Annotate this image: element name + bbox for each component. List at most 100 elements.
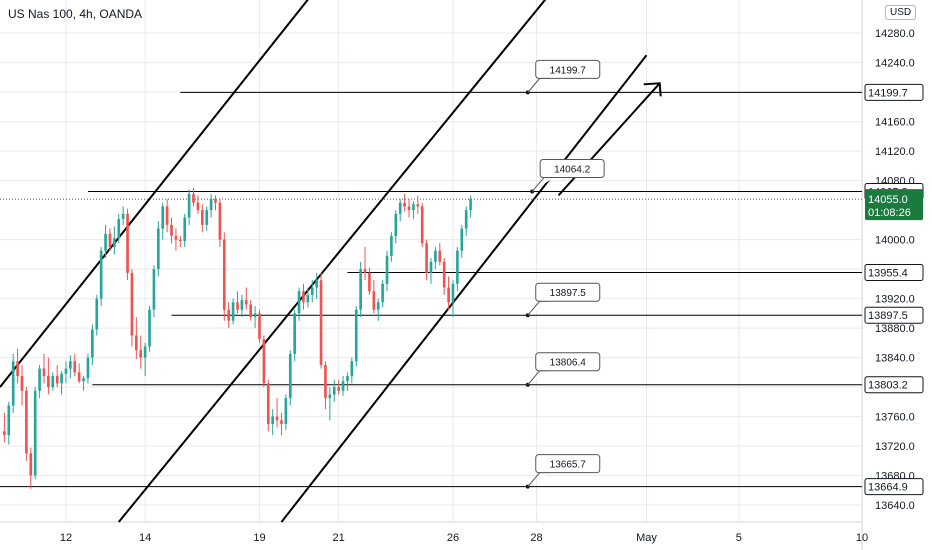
x-tick-label: 26 bbox=[447, 532, 459, 544]
candle-body bbox=[275, 416, 279, 421]
level-price-badge-label: 13664.9 bbox=[868, 482, 908, 494]
candle-body bbox=[390, 235, 393, 256]
candle-body bbox=[91, 329, 94, 358]
candle-body bbox=[253, 313, 257, 318]
candle-body bbox=[266, 383, 270, 424]
candle-body bbox=[130, 272, 134, 336]
candle-body bbox=[33, 390, 37, 476]
candle-body bbox=[178, 239, 182, 242]
y-tick-label: 13840.0 bbox=[875, 353, 915, 365]
candle-body bbox=[113, 238, 116, 247]
level-price-badge-label: 13955.4 bbox=[868, 268, 908, 280]
horizontal-levels[interactable] bbox=[0, 91, 862, 488]
candle-body bbox=[429, 261, 433, 273]
candle-body bbox=[381, 283, 384, 303]
candle-body bbox=[319, 280, 323, 365]
candle-body bbox=[451, 283, 455, 303]
candle-body bbox=[126, 213, 129, 273]
candle-body bbox=[231, 302, 235, 321]
candle-body bbox=[29, 453, 33, 476]
candle-body bbox=[139, 350, 143, 358]
callout-label: 14064.2 bbox=[554, 164, 591, 175]
candle-body bbox=[288, 353, 292, 399]
candle-body bbox=[460, 228, 464, 251]
x-tick-label: 21 bbox=[333, 532, 345, 544]
candle-body bbox=[315, 280, 318, 288]
callout-box bbox=[535, 352, 601, 372]
candle-body bbox=[200, 210, 204, 225]
candle-body bbox=[350, 361, 354, 377]
candle-body bbox=[280, 420, 283, 424]
candle-body bbox=[297, 291, 301, 314]
y-tick-label: 13640.0 bbox=[875, 500, 915, 512]
candle-body bbox=[341, 381, 345, 391]
callout-pointer bbox=[527, 300, 550, 316]
candle-body bbox=[328, 394, 332, 399]
channel-line bbox=[0, 0, 309, 388]
candle-body bbox=[64, 368, 68, 374]
callout-pointer bbox=[527, 77, 550, 93]
callout-label: 14199.7 bbox=[550, 65, 587, 76]
y-tick-label: 13920.0 bbox=[875, 294, 915, 306]
candle-body bbox=[403, 202, 406, 207]
y-axis[interactable]: 14280.014240.014200.014160.014120.014080… bbox=[864, 28, 924, 512]
y-tick-label: 13760.0 bbox=[875, 412, 915, 424]
candle-body bbox=[337, 387, 340, 391]
candle-body bbox=[394, 213, 398, 236]
candle-body bbox=[332, 387, 336, 395]
candle-body bbox=[310, 287, 314, 295]
candle-body bbox=[284, 398, 288, 424]
candle-body bbox=[416, 204, 420, 207]
candle-body bbox=[359, 269, 362, 310]
candle-body bbox=[372, 291, 376, 310]
x-tick-label: May bbox=[636, 532, 657, 544]
candle-body bbox=[236, 302, 239, 310]
price-callouts[interactable]: 14199.7 14064.2 13897.5 13806.4 13665.7 bbox=[525, 59, 605, 489]
candle-body bbox=[456, 250, 459, 284]
callout-label: 13897.5 bbox=[550, 288, 587, 299]
candle-body bbox=[135, 335, 138, 351]
candle-body bbox=[16, 361, 19, 377]
candle-body bbox=[398, 202, 402, 214]
y-tick-label: 14160.0 bbox=[875, 117, 915, 129]
callout-pointer bbox=[531, 176, 555, 192]
candle-body bbox=[469, 199, 472, 211]
candle-body bbox=[183, 217, 187, 242]
candle-body bbox=[407, 206, 411, 211]
callout-label: 13665.7 bbox=[550, 460, 587, 471]
callout-box bbox=[539, 158, 605, 178]
callout-box bbox=[535, 59, 601, 79]
candle-body bbox=[99, 250, 103, 299]
candle-body bbox=[11, 361, 15, 406]
candlestick-series bbox=[3, 188, 472, 489]
callout-label: 13806.4 bbox=[550, 358, 587, 369]
candle-body bbox=[442, 261, 446, 288]
bar-countdown: 01:08:26 bbox=[868, 207, 911, 219]
candle-body bbox=[420, 206, 424, 244]
candle-body bbox=[324, 364, 327, 399]
currency-button[interactable]: USD bbox=[885, 5, 917, 20]
candle-body bbox=[249, 304, 253, 318]
channel-line bbox=[280, 54, 648, 523]
x-tick-label: 12 bbox=[60, 532, 72, 544]
candle-body bbox=[306, 294, 310, 303]
candle-body bbox=[152, 269, 156, 310]
candle-body bbox=[157, 228, 160, 270]
y-tick-label: 14280.0 bbox=[875, 28, 915, 40]
level-price-badge bbox=[864, 306, 924, 324]
candle-body bbox=[425, 243, 428, 273]
chart-grid bbox=[0, 0, 863, 550]
x-axis: 12 14 19 21 26 28 May 5 10 bbox=[60, 532, 868, 544]
candle-body bbox=[148, 309, 151, 347]
candle-body bbox=[161, 206, 165, 229]
level-price-badge bbox=[864, 83, 924, 101]
x-tick-label: 5 bbox=[736, 532, 742, 544]
candle-body bbox=[55, 376, 59, 384]
x-tick-label: 10 bbox=[856, 532, 868, 544]
candle-body bbox=[170, 224, 173, 236]
level-price-badge bbox=[864, 376, 924, 394]
current-price-value: 14055.0 bbox=[868, 194, 908, 206]
channel-line bbox=[117, 0, 547, 523]
candle-body bbox=[447, 287, 450, 303]
